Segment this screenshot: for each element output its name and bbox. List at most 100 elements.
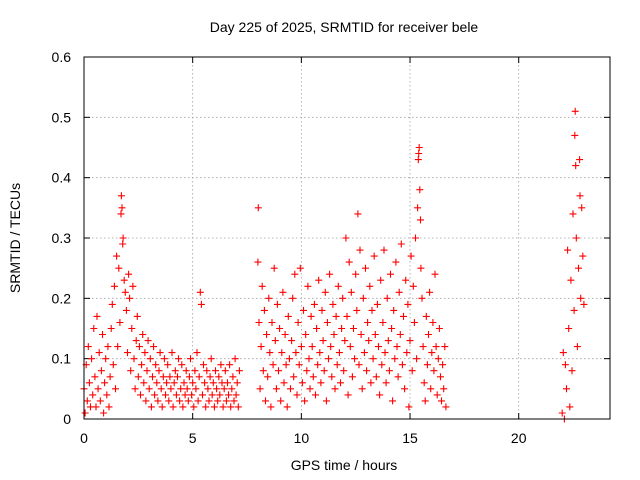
data-point: [337, 379, 344, 387]
y-tick-label: 0.4: [52, 170, 72, 186]
data-point: [145, 385, 153, 393]
data-point: [309, 373, 317, 381]
data-point: [106, 373, 114, 381]
data-point: [397, 240, 405, 248]
data-point: [297, 343, 305, 351]
data-point: [394, 373, 402, 381]
data-point: [255, 319, 263, 326]
x-tick-label: 5: [189, 430, 197, 446]
data-point: [405, 403, 413, 411]
data-point: [137, 391, 144, 399]
y-tick-label: 0.2: [52, 290, 72, 306]
data-point: [104, 343, 112, 351]
data-point: [570, 306, 578, 314]
data-point: [107, 325, 115, 332]
data-point: [316, 349, 324, 357]
data-point: [419, 343, 427, 351]
data-point: [341, 337, 349, 345]
data-point: [259, 367, 267, 375]
data-point: [354, 210, 362, 218]
data-point: [290, 373, 298, 381]
data-point: [210, 403, 218, 411]
data-point: [99, 331, 106, 338]
data-point: [189, 379, 197, 387]
data-point: [384, 337, 392, 345]
data-point: [90, 325, 98, 332]
data-point: [423, 361, 431, 369]
data-point: [158, 403, 166, 411]
data-point: [126, 294, 134, 302]
data-point: [402, 276, 410, 284]
data-point: [257, 343, 265, 351]
data-point: [412, 234, 419, 242]
data-point: [364, 319, 372, 326]
data-point: [258, 282, 266, 290]
data-point: [214, 397, 222, 405]
data-point: [134, 373, 142, 381]
y-tick-label: 0: [63, 411, 71, 427]
data-point: [416, 186, 424, 194]
data-point: [314, 361, 322, 369]
data-point: [172, 391, 180, 399]
data-point: [421, 397, 429, 405]
data-point: [280, 379, 288, 387]
data-point: [571, 131, 579, 139]
data-point: [296, 264, 304, 272]
data-point: [409, 282, 417, 290]
data-point: [105, 403, 113, 411]
data-point: [93, 312, 101, 320]
axis-ticks: 0 0.1 0.2 0.3 0.4 0.5 0.6 0 5 10 15 20: [52, 49, 610, 446]
data-point: [151, 391, 159, 399]
data-point: [403, 349, 411, 357]
data-point: [575, 264, 582, 272]
data-point: [131, 385, 139, 393]
data-point: [220, 385, 228, 393]
data-point: [317, 379, 325, 387]
data-point: [307, 312, 315, 320]
data-point: [300, 306, 307, 314]
data-point: [365, 337, 373, 345]
data-point: [149, 373, 156, 381]
data-point: [318, 306, 326, 314]
y-tick-label: 0.6: [52, 49, 72, 65]
data-point: [209, 379, 217, 387]
data-point: [268, 319, 276, 326]
data-points: [80, 107, 588, 423]
data-point: [224, 379, 231, 387]
data-point: [398, 361, 406, 369]
data-point: [567, 276, 575, 284]
data-point: [254, 258, 262, 266]
data-point: [415, 144, 423, 151]
data-point: [216, 391, 224, 399]
x-tick-label: 20: [511, 430, 527, 446]
data-point: [379, 319, 387, 326]
data-point: [282, 361, 290, 369]
data-point: [438, 397, 445, 405]
data-point: [331, 385, 339, 393]
data-point: [193, 349, 201, 357]
data-point: [213, 385, 221, 393]
data-point: [312, 391, 319, 399]
data-point: [262, 397, 269, 405]
data-point: [226, 361, 234, 369]
data-point: [154, 397, 162, 405]
data-point: [155, 367, 163, 375]
data-point: [195, 373, 203, 381]
data-point: [433, 391, 441, 399]
data-point: [573, 343, 581, 351]
data-point: [208, 391, 216, 399]
data-point: [382, 379, 390, 387]
data-point: [378, 361, 386, 369]
data-point: [95, 349, 103, 357]
data-point: [319, 337, 327, 345]
data-point: [229, 373, 237, 381]
y-axis-title: SRMTID / TECUs: [7, 183, 23, 293]
data-point: [170, 379, 178, 387]
data-point: [278, 349, 286, 357]
data-point: [141, 349, 149, 357]
data-point: [434, 355, 442, 363]
data-point: [369, 355, 377, 363]
data-point: [269, 361, 277, 369]
data-point: [166, 373, 174, 381]
x-tick-label: 10: [294, 430, 310, 446]
